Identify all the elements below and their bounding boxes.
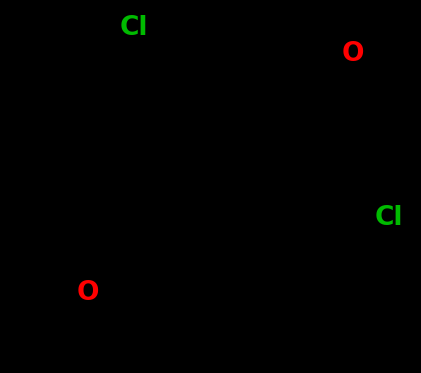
Text: Cl: Cl	[120, 15, 149, 41]
Text: O: O	[77, 280, 99, 306]
Text: Cl: Cl	[375, 205, 403, 231]
Text: O: O	[341, 41, 364, 67]
